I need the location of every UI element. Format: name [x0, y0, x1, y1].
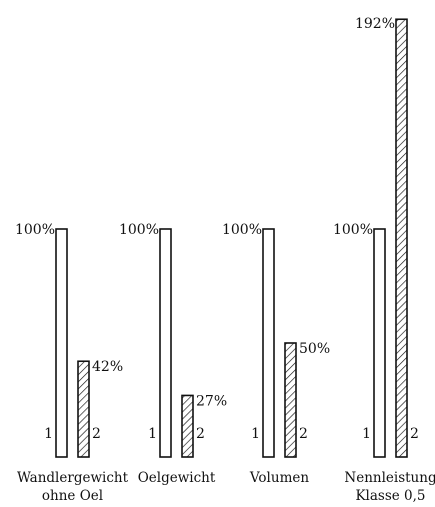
value-label-1-cat-4: 100%: [333, 222, 373, 238]
value-label-2-cat-4: 192%: [355, 16, 395, 32]
value-label-1-cat-3: 100%: [222, 222, 262, 238]
series-marker-2-cat-4: 2: [410, 426, 419, 442]
category-label-2-line-1: Oelgewicht: [138, 470, 216, 486]
series-marker-1-cat-2: 1: [148, 426, 157, 442]
category-label-1-line-2: ohne Oel: [42, 488, 103, 504]
category-label-3-line-1: Volumen: [249, 470, 309, 486]
bar-2-cat-1: [77, 360, 90, 458]
series-marker-1-cat-1: 1: [44, 426, 53, 442]
series-marker-2-cat-3: 2: [299, 426, 308, 442]
value-label-2-cat-1: 42%: [92, 359, 123, 375]
bar-2-cat-4: [395, 18, 408, 458]
value-label-2-cat-3: 50%: [299, 341, 330, 357]
value-label-2-cat-2: 27%: [196, 393, 227, 409]
category-label-4-line-2: Klasse 0,5: [355, 488, 425, 504]
bar-2-cat-2: [181, 394, 194, 458]
bar-2-cat-3: [284, 342, 297, 458]
series-marker-2-cat-1: 2: [92, 426, 101, 442]
bar-1-cat-2: [159, 228, 172, 458]
series-marker-1-cat-3: 1: [251, 426, 260, 442]
category-label-1-line-1: Wandlergewicht: [17, 470, 129, 486]
series-marker-1-cat-4: 1: [362, 426, 371, 442]
category-label-4-line-1: Nennleistung: [344, 470, 435, 486]
value-label-1-cat-1: 100%: [15, 222, 55, 238]
value-label-1-cat-2: 100%: [119, 222, 159, 238]
bar-1-cat-1: [55, 228, 68, 458]
bar-1-cat-4: [373, 228, 386, 458]
series-marker-2-cat-2: 2: [196, 426, 205, 442]
bar-1-cat-3: [262, 228, 275, 458]
